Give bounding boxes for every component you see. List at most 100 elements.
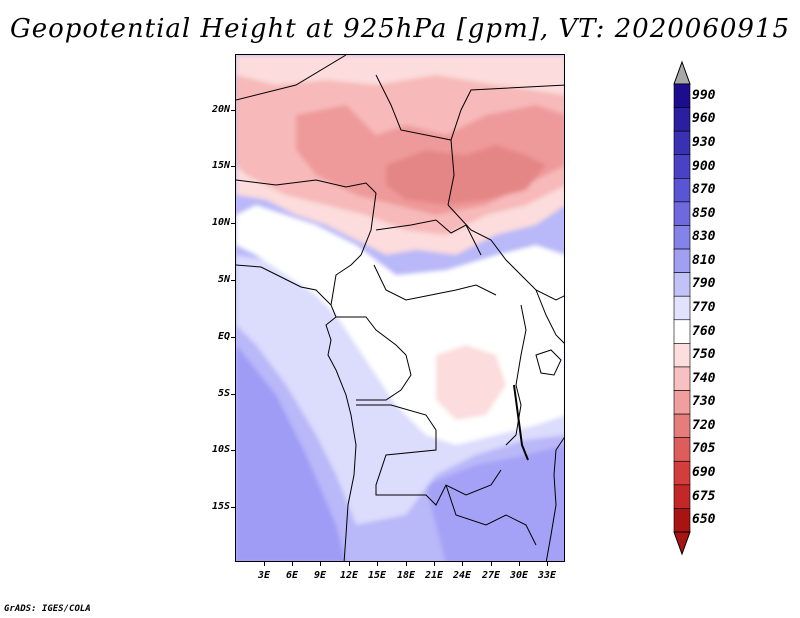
lat-tick bbox=[231, 223, 235, 224]
colorbar-label: 690 bbox=[692, 465, 716, 481]
colorbar-bottom-arrow bbox=[673, 531, 691, 556]
lon-tick bbox=[320, 562, 321, 566]
lat-tick bbox=[231, 450, 235, 451]
lon-tick bbox=[462, 562, 463, 566]
lon-label: 27E bbox=[481, 570, 501, 581]
border-congo bbox=[336, 316, 412, 401]
colorbar-cell bbox=[673, 437, 691, 462]
lat-label: 10N bbox=[211, 217, 230, 228]
colorbar-cell bbox=[673, 201, 691, 226]
lon-tick bbox=[377, 562, 378, 566]
lat-label: 15N bbox=[211, 160, 230, 171]
border-chad-sudan bbox=[447, 204, 564, 301]
lat-tick bbox=[231, 166, 235, 167]
colorbar-label: 740 bbox=[692, 370, 716, 386]
lat-tick bbox=[231, 337, 235, 338]
colorbar-label: 830 bbox=[692, 229, 716, 245]
lat-label: 20N bbox=[211, 104, 230, 115]
border-cameroon bbox=[330, 192, 377, 306]
colorbar-cell bbox=[673, 484, 691, 509]
colorbar-cell bbox=[673, 366, 691, 391]
lat-tick bbox=[231, 394, 235, 395]
lat-label: 5S bbox=[217, 388, 230, 399]
colorbar-label: 650 bbox=[692, 512, 716, 528]
colorbar-cell bbox=[673, 107, 691, 132]
border-car-south bbox=[373, 264, 497, 301]
lon-tick bbox=[406, 562, 407, 566]
colorbar-label: 705 bbox=[692, 441, 716, 457]
lat-tick bbox=[231, 110, 235, 111]
lon-label: 6E bbox=[285, 570, 299, 581]
colorbar-cell bbox=[673, 460, 691, 486]
lon-tick bbox=[434, 562, 435, 566]
colorbar-label: 760 bbox=[692, 323, 716, 339]
field-contour-deep-blue-sw bbox=[236, 345, 346, 561]
geopotential-map bbox=[236, 55, 564, 561]
lon-tick bbox=[349, 562, 350, 566]
colorbar-label: 850 bbox=[692, 205, 716, 221]
colorbar-label: 730 bbox=[692, 394, 716, 410]
lat-label: 15S bbox=[211, 501, 230, 512]
lat-label: 10S bbox=[211, 444, 230, 455]
lake-tanganyika bbox=[513, 384, 529, 461]
map-panel bbox=[235, 54, 565, 562]
colorbar-cell bbox=[673, 83, 691, 108]
border-car-north bbox=[375, 219, 482, 256]
border-drc-east bbox=[505, 304, 527, 446]
colorbar-cell bbox=[673, 130, 691, 156]
lat-label: EQ bbox=[217, 331, 230, 342]
lon-tick bbox=[292, 562, 293, 566]
lon-label: 33E bbox=[537, 570, 557, 581]
footer-credit: GrADS: IGES/COLA bbox=[4, 604, 91, 614]
colorbar-cell bbox=[673, 272, 691, 297]
lon-label: 9E bbox=[313, 570, 327, 581]
colorbar-cell bbox=[673, 319, 691, 344]
colorbar-label: 720 bbox=[692, 417, 716, 433]
colorbar-label: 960 bbox=[692, 111, 716, 127]
border-east-africa bbox=[535, 289, 564, 344]
lat-tick bbox=[231, 507, 235, 508]
colorbar-label: 930 bbox=[692, 134, 716, 150]
colorbar-cells bbox=[673, 83, 691, 533]
colorbar-label: 900 bbox=[692, 158, 716, 174]
colorbar bbox=[673, 60, 691, 556]
lon-tick bbox=[519, 562, 520, 566]
colorbar-label: 770 bbox=[692, 300, 716, 315]
lon-tick bbox=[491, 562, 492, 566]
coastline-east bbox=[545, 437, 564, 561]
plot-title: Geopotential Height at 925hPa [gpm], VT:… bbox=[9, 14, 791, 44]
border-north-1 bbox=[236, 55, 347, 101]
lat-tick bbox=[231, 280, 235, 281]
lon-label: 21E bbox=[424, 570, 444, 581]
lon-label: 18E bbox=[396, 570, 416, 581]
lon-label: 15E bbox=[367, 570, 387, 581]
lon-label: 12E bbox=[339, 570, 359, 581]
colorbar-label: 750 bbox=[692, 347, 716, 363]
colorbar-cell bbox=[673, 295, 691, 321]
lon-label: 30E bbox=[509, 570, 529, 581]
lake-victoria bbox=[535, 349, 562, 376]
field-contour-deep-salmon bbox=[386, 145, 546, 205]
colorbar-label: 990 bbox=[692, 87, 716, 103]
border-nigeria-north bbox=[236, 179, 377, 194]
colorbar-cell bbox=[673, 343, 691, 368]
lon-tick bbox=[264, 562, 265, 566]
colorbar-cell bbox=[673, 154, 691, 179]
colorbar-cell bbox=[673, 178, 691, 203]
field-contour-pink-congo bbox=[436, 345, 506, 420]
colorbar-label: 790 bbox=[692, 276, 716, 292]
colorbar-label: 675 bbox=[692, 488, 716, 504]
colorbar-cell bbox=[673, 390, 691, 415]
border-zambia bbox=[445, 484, 537, 546]
coastline-west bbox=[236, 264, 357, 561]
colorbar-cell bbox=[673, 248, 691, 273]
border-angola bbox=[356, 404, 502, 506]
colorbar-cell bbox=[673, 225, 691, 250]
lon-label: 3E bbox=[257, 570, 271, 581]
colorbar-label: 810 bbox=[692, 252, 716, 268]
colorbar-cell bbox=[673, 413, 691, 438]
colorbar-cell bbox=[673, 508, 691, 533]
lon-tick bbox=[547, 562, 548, 566]
colorbar-label: 870 bbox=[692, 182, 716, 198]
lat-label: 5N bbox=[217, 274, 230, 285]
